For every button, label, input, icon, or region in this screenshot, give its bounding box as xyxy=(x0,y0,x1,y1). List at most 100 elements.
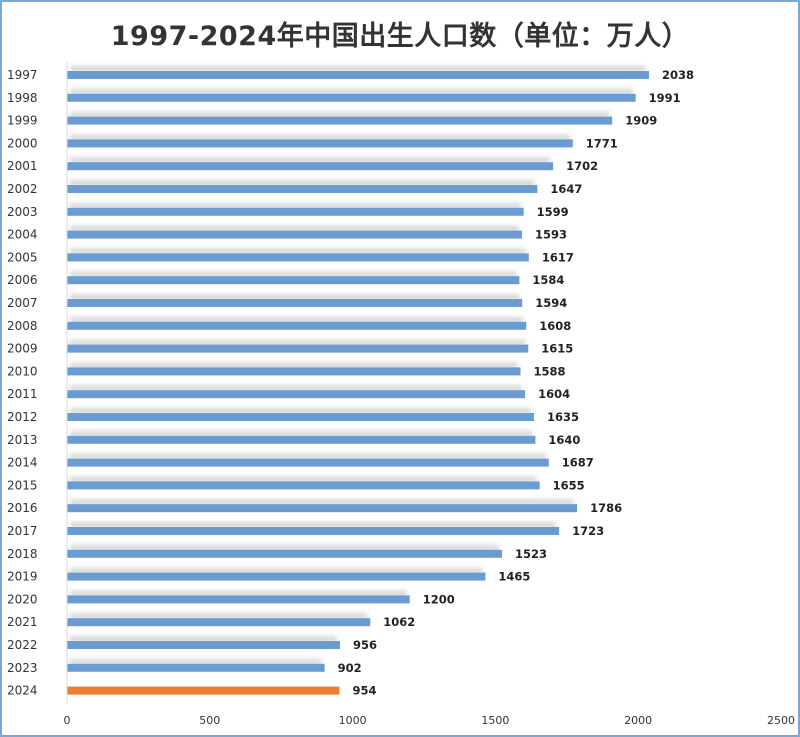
data-label: 1200 xyxy=(423,592,455,606)
data-label: 1702 xyxy=(566,159,598,173)
y-tick-label: 2012 xyxy=(7,410,38,424)
bar-2010 xyxy=(67,367,521,376)
bar-2002 xyxy=(67,185,538,193)
data-label: 1617 xyxy=(542,250,574,264)
bar-shadow xyxy=(70,522,557,528)
data-label: 1771 xyxy=(586,136,618,150)
bar-shadow xyxy=(70,66,647,72)
data-label: 1465 xyxy=(498,570,530,584)
y-tick-label: 2009 xyxy=(7,342,38,356)
data-label: 2038 xyxy=(662,68,694,82)
data-label: 956 xyxy=(353,638,377,652)
bar-2006 xyxy=(67,276,520,285)
bar-2012 xyxy=(67,413,534,421)
y-tick-label: 2002 xyxy=(7,182,38,196)
bar-2014 xyxy=(67,458,549,467)
y-tick-label: 2006 xyxy=(7,273,38,287)
data-label: 1635 xyxy=(547,410,579,424)
bar-2007 xyxy=(67,299,523,307)
bar-shadow xyxy=(70,180,535,186)
y-tick-label: 2013 xyxy=(7,433,38,447)
data-label: 1588 xyxy=(534,364,566,378)
bar-shadow xyxy=(70,544,499,551)
data-label: 1593 xyxy=(535,228,567,242)
bar-shadow xyxy=(70,567,483,574)
x-tick-label: 500 xyxy=(199,714,220,727)
data-label: 1615 xyxy=(541,342,573,356)
bar-shadow xyxy=(70,202,521,209)
bar-shadow xyxy=(70,225,519,232)
y-tick-label: 2001 xyxy=(7,159,38,173)
bar-shadow xyxy=(70,294,520,300)
bar-2015 xyxy=(67,481,540,490)
bar-2023 xyxy=(67,663,325,672)
bar-1998 xyxy=(67,93,636,102)
x-tick-label: 0 xyxy=(64,714,71,727)
bar-shadow xyxy=(70,658,322,665)
bar-2008 xyxy=(67,321,527,330)
y-tick-label: 2022 xyxy=(7,638,38,652)
y-tick-label: 2010 xyxy=(7,364,38,378)
y-tick-label: 2016 xyxy=(7,501,38,515)
y-tick-label: 2008 xyxy=(7,319,38,333)
bar-1999 xyxy=(67,116,613,125)
y-tick-label: 1997 xyxy=(7,68,38,82)
bar-shadow xyxy=(70,408,531,414)
data-label: 1991 xyxy=(649,91,681,105)
bar-2024 xyxy=(67,686,340,695)
y-tick-label: 2024 xyxy=(7,684,38,698)
bar-2013 xyxy=(67,435,536,444)
bar-shadow xyxy=(70,248,526,255)
data-label: 1594 xyxy=(535,296,567,310)
bar-shadow xyxy=(70,134,570,141)
y-tick-label: 2011 xyxy=(7,387,38,401)
x-tick-label: 1500 xyxy=(481,714,509,727)
bar-shadow xyxy=(70,271,517,278)
bar-2003 xyxy=(67,207,524,216)
y-tick-label: 2014 xyxy=(7,456,38,470)
bar-shadow xyxy=(70,385,523,392)
bar-2001 xyxy=(67,162,554,171)
bar-shadow xyxy=(70,499,575,506)
bar-shadow xyxy=(70,613,368,620)
data-label: 1062 xyxy=(383,615,415,629)
bar-2020 xyxy=(67,595,410,604)
chart-title: 1997-2024年中国出生人口数（单位：万人） xyxy=(110,21,690,52)
bar-2009 xyxy=(67,344,529,353)
bar-shadow xyxy=(70,111,610,118)
bar-shadow xyxy=(70,453,546,460)
data-label: 1655 xyxy=(553,478,585,492)
x-tick-label: 1000 xyxy=(339,714,367,727)
data-label: 1647 xyxy=(550,182,582,196)
y-tick-label: 1998 xyxy=(7,91,38,105)
data-label: 1599 xyxy=(537,205,569,219)
bar-2005 xyxy=(67,253,529,262)
bar-2017 xyxy=(67,527,560,535)
data-label: 1608 xyxy=(539,319,571,333)
y-tick-label: 2007 xyxy=(7,296,38,310)
bar-2004 xyxy=(67,230,522,239)
y-tick-label: 2015 xyxy=(7,478,38,492)
y-tick-label: 2021 xyxy=(7,615,38,629)
data-label: 902 xyxy=(338,661,362,675)
data-label: 1523 xyxy=(515,547,547,561)
y-tick-label: 2004 xyxy=(7,228,38,242)
x-tick-label: 2500 xyxy=(767,714,795,727)
y-tick-label: 2020 xyxy=(7,592,38,606)
bar-shadow xyxy=(70,430,533,437)
y-tick-label: 2018 xyxy=(7,547,38,561)
bar-2022 xyxy=(67,641,341,649)
data-label: 954 xyxy=(352,684,376,698)
y-tick-label: 2017 xyxy=(7,524,38,538)
y-tick-label: 2003 xyxy=(7,205,38,219)
bar-shadow xyxy=(70,339,526,346)
data-label: 1640 xyxy=(548,433,580,447)
bar-shadow xyxy=(70,636,338,642)
x-tick-label: 2000 xyxy=(624,714,652,727)
data-label: 1909 xyxy=(625,114,657,128)
bar-shadow xyxy=(70,316,524,323)
y-tick-label: 2000 xyxy=(7,136,38,150)
bar-2018 xyxy=(67,549,502,558)
bar-2016 xyxy=(67,504,578,513)
